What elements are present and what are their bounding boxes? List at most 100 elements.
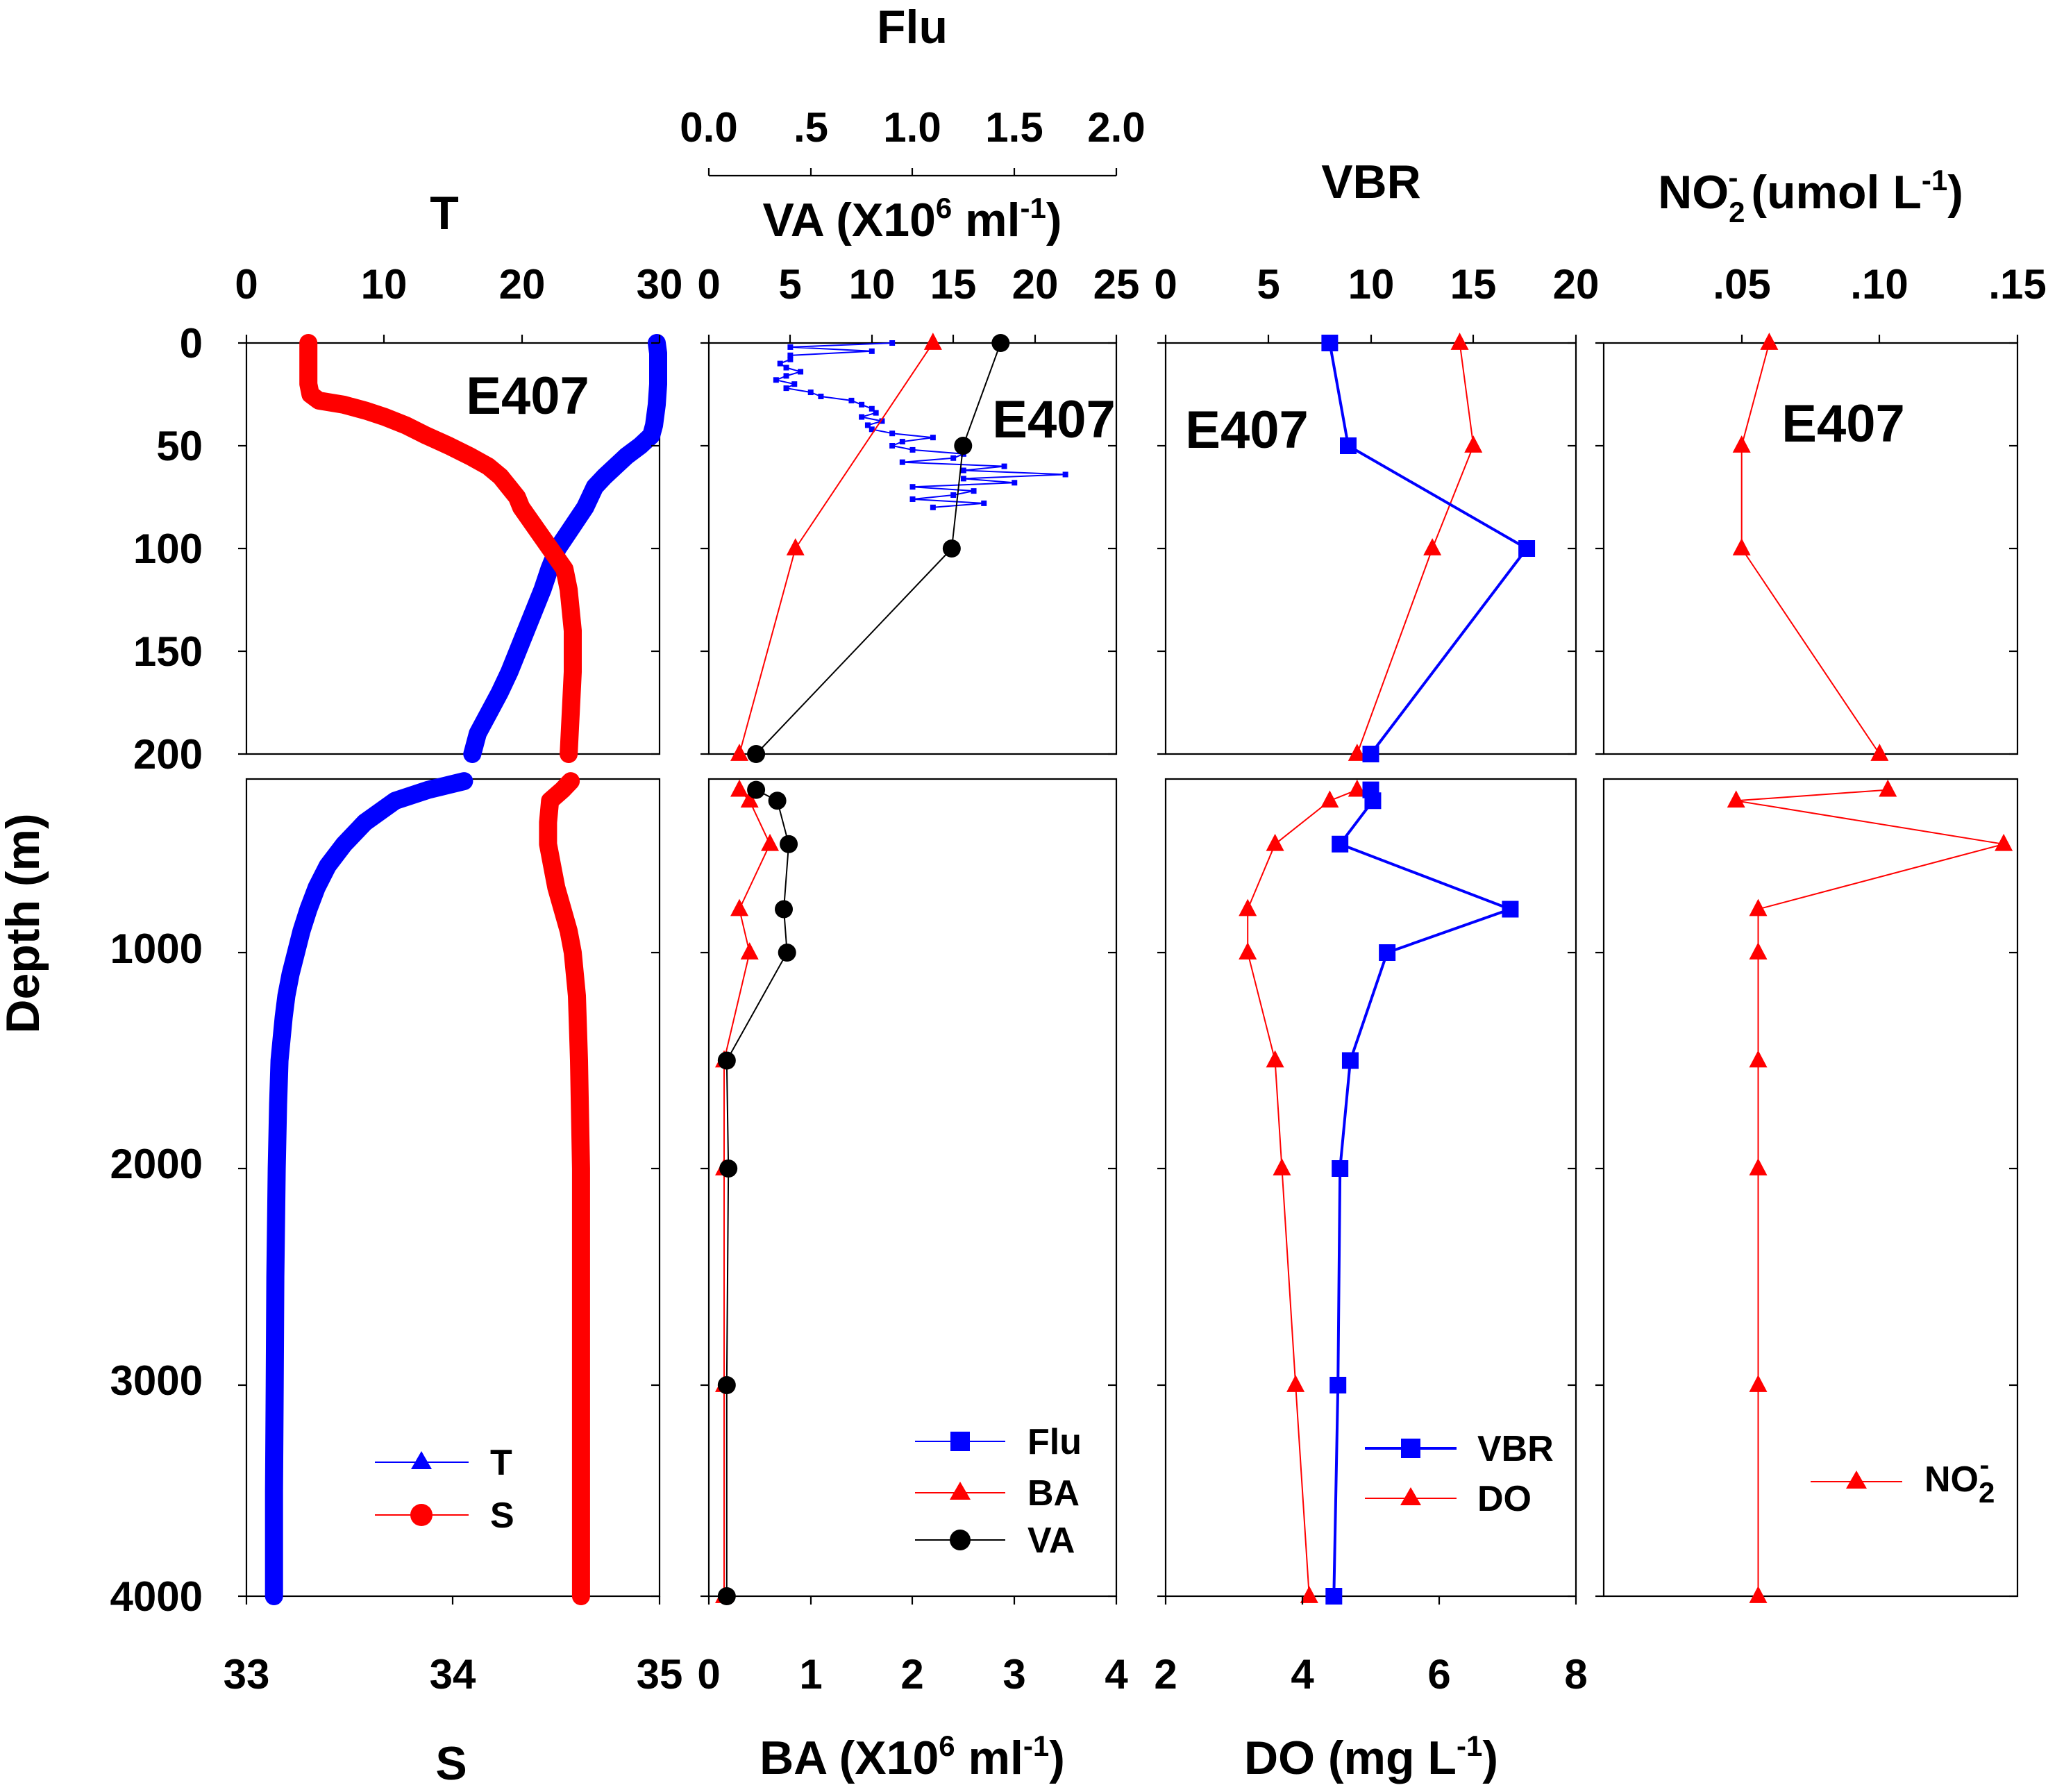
no2-point-1 [1732,435,1751,453]
vbr-point-12 [1325,1588,1343,1605]
no2-point-0 [1760,333,1779,350]
flu-point-35 [909,484,916,490]
vbr-tick-10: 10 [1348,261,1395,308]
flu-point-10 [791,381,798,387]
do-line-upper [1356,342,1475,755]
do-point-8 [1239,942,1257,960]
flu-point-37 [950,492,957,499]
ba-line-lower [723,789,771,1596]
do-point-0 [1450,333,1469,350]
vbr-axis-title: VBR [1321,156,1421,208]
legend-t-label: T [490,1443,512,1483]
ba-point-4 [740,790,759,808]
do-point-1 [1464,435,1483,453]
do-point-4 [1348,779,1366,797]
flu-point-31 [960,467,966,474]
do-point-9 [1266,1050,1284,1068]
vbr-point-9 [1341,1052,1359,1069]
panel-ts-station-label: E407 [466,367,589,426]
vbr-point-5 [1364,792,1382,810]
flu-point-22 [889,430,896,437]
legend-va-label: VA [1027,1521,1075,1561]
depth-tick-2000: 2000 [110,1141,203,1187]
depth-tick-200: 200 [133,731,203,778]
vbr-tick-5: 5 [1257,261,1279,308]
flu-point-7 [798,369,804,375]
panel-no2: NO2- (umol L-1) .05 .10 .15 E407 NO2- [1595,161,2047,1603]
do-axis-title: DO (mg L-1) [1244,1730,1498,1784]
panel-3-lower-frame [1164,778,1577,1598]
va-tick-5: 5 [778,261,801,308]
vbr-tick-0: 0 [1154,261,1177,308]
t-profile-lower [265,772,473,1605]
va-point-1 [954,437,973,455]
panel-ts-top-tick-30: 30 [637,261,683,308]
legend-t-marker [411,1451,432,1469]
legend-ba-marker [950,1482,971,1500]
vbr-point-0 [1321,335,1339,351]
ba-tick-0: 0 [697,1651,720,1698]
no2-point-6 [1995,833,2013,851]
va-point-10 [719,1159,738,1178]
panel-3-legend: VBR DO [1365,1429,1554,1519]
panel-ts-top-tick-0: 0 [235,261,258,308]
flu-point-18 [859,414,865,420]
do-point-3 [1348,744,1366,761]
no2-point-7 [1749,898,1768,916]
flu-tick-15: 1.5 [985,104,1043,151]
flu-point-11 [783,385,789,392]
no2-line-upper [1740,342,1881,755]
panel-ts-bottom-tick-34: 34 [430,1651,476,1698]
flu-tick-0: 0.0 [680,104,737,151]
panel-ts-data [238,334,667,1605]
vbr-line-upper [1328,342,1529,755]
ba-tick-2: 2 [900,1651,923,1698]
va-tick-25: 25 [1093,261,1140,308]
vbr-tick-20: 20 [1553,261,1600,308]
do-point-2 [1423,538,1442,555]
flu-point-3 [787,352,794,358]
legend-s-label: S [490,1496,514,1536]
depth-tick-4000: 4000 [110,1573,203,1620]
flu-point-4 [787,356,794,362]
flu-point-12 [807,390,814,396]
panel-vbr-do: VBR 0 5 10 15 20 2 4 6 8 DO (mg L-1) E40… [1154,156,1599,1784]
flu-point-19 [879,418,885,424]
flu-point-30 [1001,463,1007,469]
panel-2-legend: Flu BA VA [915,1422,1082,1561]
flu-point-17 [873,410,879,416]
no2-point-3 [1870,744,1889,761]
no2-axis-title: NO2- (umol L-1) [1658,161,1963,228]
depth-tick-0: 0 [180,320,203,367]
vbr-point-6 [1332,835,1349,853]
va-point-9 [717,1051,736,1070]
flu-point-38 [909,496,916,502]
ba-point-5 [761,833,780,851]
do-tick-8: 8 [1564,1651,1587,1698]
do-point-12 [1300,1586,1318,1603]
legend-do-marker [1400,1487,1421,1505]
flu-point-14 [848,397,855,403]
ba-point-0 [923,333,942,350]
panel-3-station-label: E407 [1185,401,1309,460]
s-profile-upper [299,334,582,763]
legend-va-marker [950,1530,971,1550]
no2-tick-05: .05 [1713,261,1770,308]
ba-tick-4: 4 [1105,1651,1128,1698]
vbr-point-3 [1362,746,1379,762]
va-point-4 [747,780,766,799]
va-tick-20: 20 [1012,261,1059,308]
do-point-10 [1273,1158,1291,1175]
flu-point-15 [859,401,865,408]
do-point-6 [1266,833,1284,851]
flu-point-26 [909,446,916,453]
va-point-6 [780,835,798,853]
flu-point-33 [960,476,966,482]
flu-point-8 [783,373,789,379]
ba-point-3 [730,779,749,797]
flu-point-6 [783,365,789,371]
panel-flu-ba-va: Flu 0.0 .5 1.0 1.5 2.0 VA (X106 ml-1) 0 … [680,1,1145,1784]
va-tick-15: 15 [930,261,977,308]
va-point-12 [717,1587,736,1605]
no2-point-5 [1727,790,1745,808]
